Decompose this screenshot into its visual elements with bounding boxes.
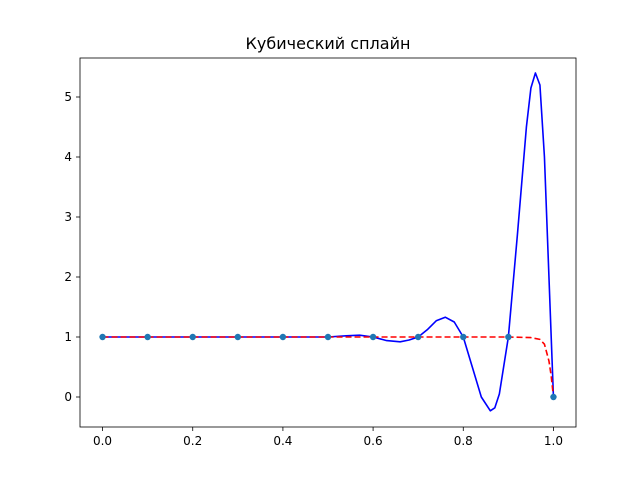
chart-title: Кубический сплайн	[246, 34, 411, 53]
y-tick-label: 4	[64, 150, 72, 164]
axes-frame	[79, 57, 577, 428]
y-tick-label: 2	[64, 270, 72, 284]
data-point	[369, 333, 377, 341]
data-point	[189, 333, 196, 341]
x-tick-label: 0.2	[183, 434, 202, 448]
data-point	[550, 393, 557, 401]
data-point	[144, 333, 151, 341]
data-point	[99, 333, 106, 341]
x-tick-label: 0.6	[364, 434, 383, 448]
data-point	[460, 333, 467, 341]
y-tick-label: 5	[64, 90, 72, 104]
x-tick-label: 1.0	[544, 434, 563, 448]
data-point	[414, 333, 422, 341]
y-tick-label: 1	[64, 330, 72, 344]
data-point	[234, 333, 242, 341]
data-point	[324, 333, 332, 341]
x-tick-label: 0.0	[93, 434, 112, 448]
series-group	[102, 72, 555, 412]
y-tick-label: 0	[64, 390, 72, 404]
dashed-reference-line	[102, 336, 555, 398]
plot-area	[99, 72, 557, 412]
axes: 0.0 0.2 0.4 0.6 0.8 1.0 0 1 2 3 4 5	[64, 57, 577, 448]
data-point	[279, 333, 287, 341]
y-tick-label: 3	[64, 210, 72, 224]
x-tick-label: 0.4	[273, 434, 292, 448]
x-tick-label: 0.8	[454, 434, 473, 448]
data-point	[505, 333, 512, 341]
